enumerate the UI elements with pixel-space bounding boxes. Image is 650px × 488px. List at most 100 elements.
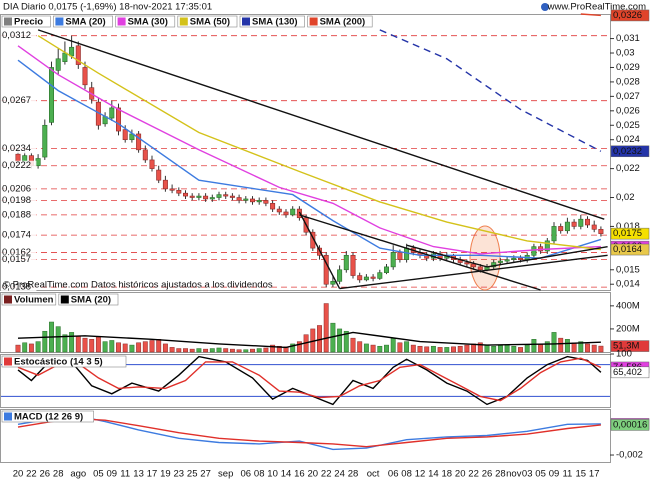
level-label-bg (1, 230, 37, 241)
level-label: 0,0162 (2, 247, 31, 258)
x-tick-label: 20 (308, 469, 319, 480)
volume-bar (357, 341, 363, 353)
series-line (580, 13, 601, 17)
volume-bar (585, 343, 590, 353)
legend-swatch (179, 17, 188, 26)
volume-bar (410, 344, 416, 353)
candle-body (517, 257, 523, 260)
candle-body (551, 226, 557, 242)
candle-body (35, 158, 41, 167)
volume-bar (169, 347, 175, 353)
volume-bar (451, 346, 456, 353)
candle-body (591, 224, 597, 230)
x-tick-label: sep (218, 469, 233, 480)
volume-bar (524, 344, 530, 353)
y-tick-label: 0,02 (616, 192, 635, 203)
candle-body (571, 221, 577, 227)
volume-bar (484, 344, 490, 353)
candle-body (377, 272, 383, 279)
value-flag (610, 9, 650, 22)
volume-bar (69, 332, 75, 353)
volume-bar (142, 341, 148, 353)
candle-body (42, 124, 48, 158)
value-flag-label: 0,0164 (613, 244, 642, 255)
volume-bar (417, 345, 423, 353)
x-tick-label: 06 (241, 469, 252, 480)
x-tick-label: oct (367, 469, 380, 480)
candle-body (511, 257, 517, 260)
value-flag-label: 0,0232 (613, 146, 642, 157)
volume-bar (558, 337, 564, 353)
legend-swatch (4, 357, 12, 366)
value-flag-label: 51,3M (613, 341, 639, 352)
legend-box (1, 355, 127, 368)
value-flag-label: 0,0175 (613, 228, 642, 239)
volume-bar (183, 348, 188, 353)
volume-bar (236, 349, 242, 353)
volume-bar (149, 340, 155, 353)
header-title: DIA Diario 0,0175 (-1,69%) 18-nov-2021 1… (3, 2, 212, 13)
candle-body (390, 252, 396, 268)
candle-body (383, 266, 389, 273)
x-tick-label: 17 (589, 469, 600, 480)
series-line (17, 331, 601, 349)
level-label-bg (1, 195, 37, 206)
x-tick-label: 09 (549, 469, 560, 480)
trendline (299, 214, 541, 291)
y-tick-label: 0,018 (616, 221, 640, 232)
level-label-bg (1, 209, 37, 220)
candle-body (310, 231, 316, 249)
volume-bar (136, 342, 142, 353)
candle-body (75, 45, 81, 65)
x-tick-label: 18 (442, 469, 453, 480)
footnote: © ProRealTime.com Datos históricos ajust… (3, 280, 273, 291)
legend-label: Volumen (14, 295, 54, 306)
x-tick-label: 22 (321, 469, 332, 480)
x-tick-label: 06 (388, 469, 399, 480)
value-flag-label: 0,00016 (613, 419, 647, 430)
candle-body (109, 107, 115, 119)
volume-bar (551, 332, 557, 353)
volume-bar (203, 348, 209, 353)
candle-body (250, 198, 256, 203)
x-tick-label: 08 (254, 469, 265, 480)
x-tick-label: 28 (495, 469, 506, 480)
candle-body (243, 198, 249, 201)
volume-bar (437, 347, 443, 353)
candle-body (564, 221, 570, 232)
level-label-bg (1, 95, 37, 106)
candle-body (283, 211, 289, 216)
level-label-bg (1, 160, 37, 171)
legend-label: SMA (20) (65, 17, 105, 28)
volume-bar (256, 348, 262, 353)
volume-bar (591, 344, 597, 353)
header-site: www.ProRealTime.com (547, 2, 646, 13)
trendline (298, 211, 341, 289)
level-label-bg (1, 254, 37, 265)
x-tick-label: 27 (200, 469, 211, 480)
volume-bar (62, 334, 68, 353)
panel (0, 409, 611, 463)
volume-bar (28, 343, 34, 353)
volume-bar (89, 339, 95, 353)
volume-bar (129, 344, 135, 353)
candle-body (584, 218, 590, 226)
volume-bar (430, 345, 436, 353)
volume-bar (95, 336, 101, 353)
volume-bar (444, 347, 450, 353)
y-tick-label: 200M (616, 323, 640, 334)
candle-body (116, 107, 122, 132)
candle-body (149, 159, 155, 169)
volume-bar (564, 339, 570, 353)
x-tick-label: 20 (455, 469, 466, 480)
x-tick-label: 23 (174, 469, 185, 480)
candle-body (276, 208, 282, 213)
y-tick-label: 0,029 (616, 62, 640, 73)
candle-body (229, 195, 235, 198)
x-tick-label: 25 (187, 469, 198, 480)
level-label-bg (1, 143, 37, 154)
volume-bar (518, 347, 523, 353)
x-tick-label: 24 (334, 469, 345, 480)
candle-body (544, 240, 550, 252)
